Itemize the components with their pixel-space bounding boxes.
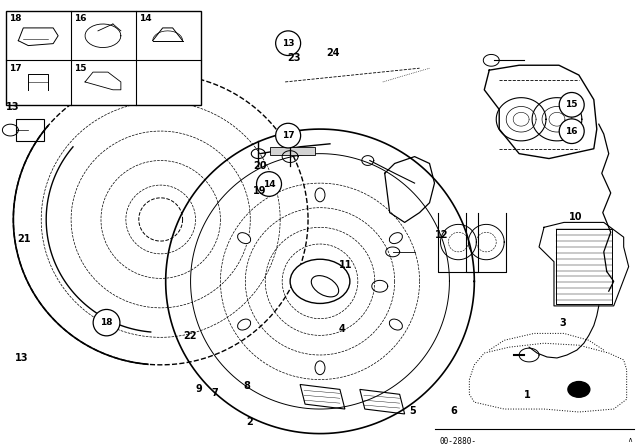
Text: 17: 17: [10, 64, 22, 73]
Text: 20: 20: [253, 161, 267, 172]
Circle shape: [276, 123, 301, 148]
Text: ∧: ∧: [627, 436, 632, 443]
Ellipse shape: [315, 361, 325, 375]
Text: 7: 7: [212, 388, 218, 398]
Circle shape: [93, 310, 120, 336]
Text: 18: 18: [100, 318, 113, 327]
Circle shape: [559, 119, 584, 143]
Text: 19: 19: [253, 185, 267, 196]
Ellipse shape: [237, 319, 251, 330]
Text: 10: 10: [568, 212, 582, 222]
Text: 5: 5: [409, 405, 416, 416]
Circle shape: [276, 31, 301, 56]
Text: 18: 18: [10, 14, 22, 23]
Text: 1: 1: [524, 390, 531, 400]
Text: 15: 15: [566, 100, 578, 109]
Text: 13: 13: [6, 102, 20, 112]
Text: 14: 14: [262, 180, 275, 189]
Text: 16: 16: [74, 14, 86, 23]
Ellipse shape: [237, 233, 251, 244]
Text: 21: 21: [17, 234, 31, 244]
Text: 11: 11: [339, 260, 353, 271]
Ellipse shape: [311, 276, 339, 297]
Text: 13: 13: [15, 353, 29, 363]
Text: 00-2880-: 00-2880-: [440, 436, 476, 446]
Text: 14: 14: [139, 14, 152, 23]
Text: 24: 24: [326, 48, 340, 58]
Text: 17: 17: [282, 131, 294, 140]
Ellipse shape: [290, 259, 350, 303]
Ellipse shape: [315, 188, 325, 202]
Text: 23: 23: [287, 53, 300, 63]
Bar: [6, 11, 200, 104]
Text: 8: 8: [244, 381, 250, 392]
Text: 13: 13: [282, 39, 294, 47]
Ellipse shape: [389, 233, 403, 244]
Text: 6: 6: [451, 405, 458, 416]
Text: 2: 2: [246, 417, 253, 426]
Circle shape: [559, 92, 584, 117]
Text: 4: 4: [339, 324, 346, 334]
Ellipse shape: [568, 382, 590, 397]
Polygon shape: [270, 147, 315, 155]
Text: 22: 22: [183, 331, 196, 341]
Text: 15: 15: [74, 64, 86, 73]
Circle shape: [257, 172, 282, 196]
Text: 9: 9: [196, 383, 202, 394]
Text: 3: 3: [559, 318, 566, 327]
Ellipse shape: [389, 319, 403, 330]
Text: 12: 12: [435, 230, 448, 240]
Text: 16: 16: [566, 127, 578, 136]
